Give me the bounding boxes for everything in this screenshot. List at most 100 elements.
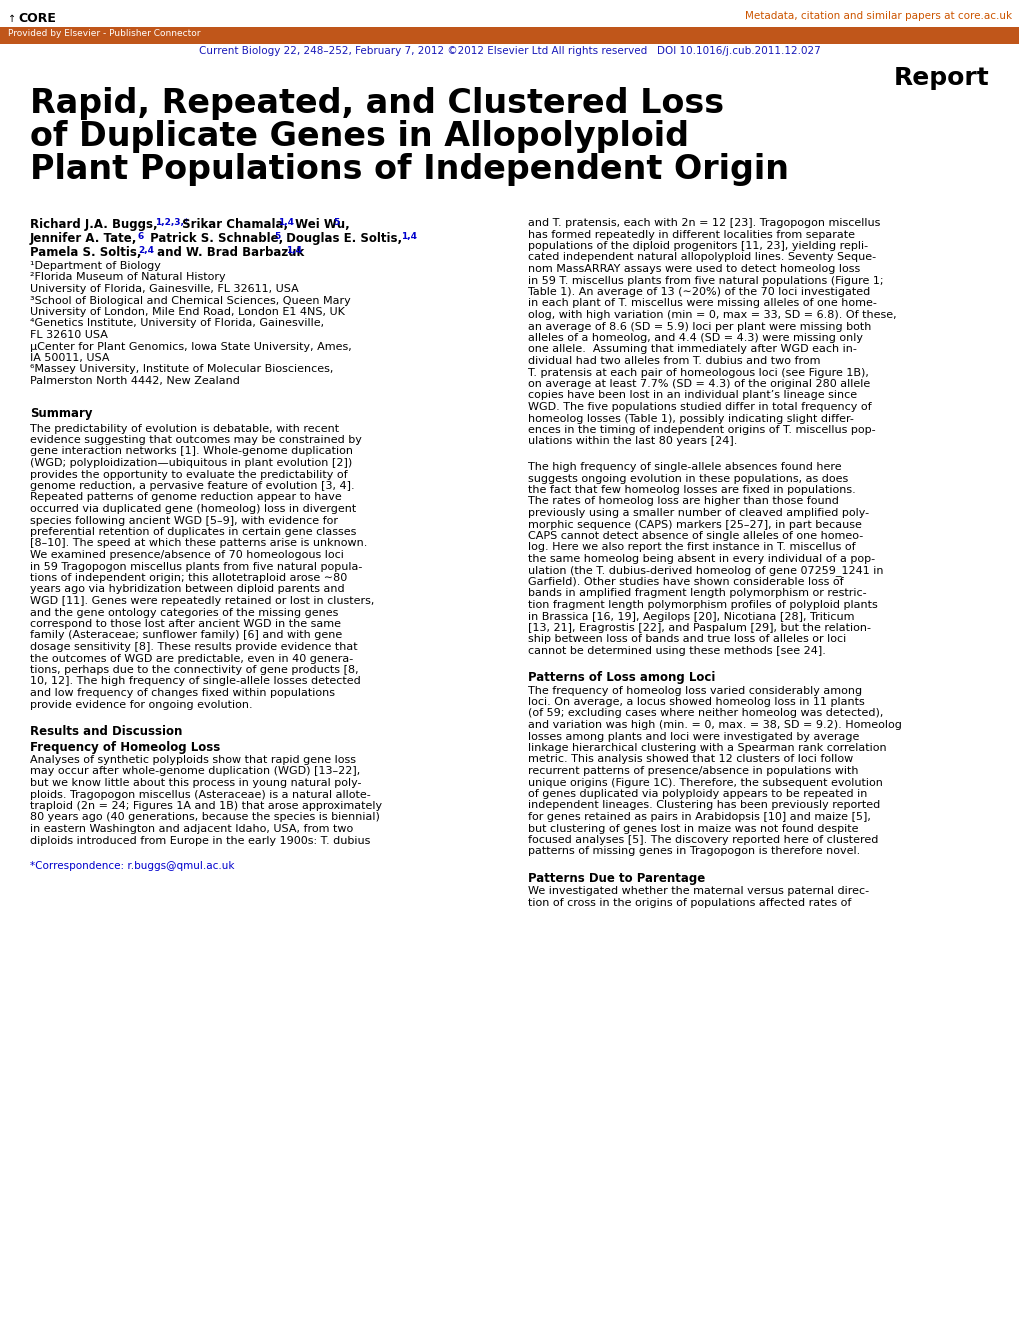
Text: has formed repeatedly in different localities from separate: has formed repeatedly in different local… xyxy=(528,229,854,240)
Text: 5: 5 xyxy=(274,232,280,241)
Text: ¹Department of Biology: ¹Department of Biology xyxy=(30,261,161,271)
Text: The predictability of evolution is debatable, with recent: The predictability of evolution is debat… xyxy=(30,424,338,433)
Text: metric. This analysis showed that 12 clusters of loci follow: metric. This analysis showed that 12 clu… xyxy=(528,755,853,764)
Text: ⁴Genetics Institute, University of Florida, Gainesville,: ⁴Genetics Institute, University of Flori… xyxy=(30,319,324,328)
Text: FL 32610 USA: FL 32610 USA xyxy=(30,330,108,340)
Text: in 59 T. miscellus plants from five natural populations (Figure 1;: in 59 T. miscellus plants from five natu… xyxy=(528,275,882,286)
Text: patterns of missing genes in Tragopogon is therefore novel.: patterns of missing genes in Tragopogon … xyxy=(528,846,859,857)
Text: but clustering of genes lost in maize was not found despite: but clustering of genes lost in maize wa… xyxy=(528,824,858,834)
Text: The rates of homeolog loss are higher than those found: The rates of homeolog loss are higher th… xyxy=(528,496,838,507)
Text: traploid (2n = 24; Figures 1A and 1B) that arose approximately: traploid (2n = 24; Figures 1A and 1B) th… xyxy=(30,801,382,812)
Text: Douglas E. Soltis,: Douglas E. Soltis, xyxy=(281,232,401,245)
Text: Frequency of Homeolog Loss: Frequency of Homeolog Loss xyxy=(30,741,220,753)
Bar xyxy=(0,26,1019,44)
Text: provide evidence for ongoing evolution.: provide evidence for ongoing evolution. xyxy=(30,699,253,710)
Text: 1,4: 1,4 xyxy=(285,246,302,256)
Text: ship between loss of bands and true loss of alleles or loci: ship between loss of bands and true loss… xyxy=(528,634,846,645)
Text: tions of independent origin; this allotetraploid arose ∼80: tions of independent origin; this allote… xyxy=(30,573,346,583)
Text: provides the opportunity to evaluate the predictability of: provides the opportunity to evaluate the… xyxy=(30,470,347,479)
Text: Metadata, citation and similar papers at core.ac.uk: Metadata, citation and similar papers at… xyxy=(744,11,1011,21)
Text: (of 59; excluding cases where neither homeolog was detected),: (of 59; excluding cases where neither ho… xyxy=(528,708,882,719)
Text: but we know little about this process in young natural poly-: but we know little about this process in… xyxy=(30,779,361,788)
Text: ²Florida Museum of Natural History: ²Florida Museum of Natural History xyxy=(30,273,225,282)
Text: nom MassARRAY assays were used to detect homeolog loss: nom MassARRAY assays were used to detect… xyxy=(528,263,859,274)
Text: morphic sequence (CAPS) markers [25–27], in part because: morphic sequence (CAPS) markers [25–27],… xyxy=(528,519,861,530)
Text: and the gene ontology categories of the missing genes: and the gene ontology categories of the … xyxy=(30,608,338,617)
Text: focused analyses [5]. The discovery reported here of clustered: focused analyses [5]. The discovery repo… xyxy=(528,835,877,845)
Text: T. pratensis at each pair of homeologous loci (see Figure 1B),: T. pratensis at each pair of homeologous… xyxy=(528,368,868,377)
Text: gene interaction networks [1]. Whole-genome duplication: gene interaction networks [1]. Whole-gen… xyxy=(30,446,353,457)
Text: genome reduction, a pervasive feature of evolution [3, 4].: genome reduction, a pervasive feature of… xyxy=(30,481,355,491)
Text: log. Here we also report the first instance in T. miscellus of: log. Here we also report the first insta… xyxy=(528,543,855,552)
Text: species following ancient WGD [5–9], with evidence for: species following ancient WGD [5–9], wit… xyxy=(30,515,337,526)
Text: independent lineages. Clustering has been previously reported: independent lineages. Clustering has bee… xyxy=(528,801,879,810)
Text: IA 50011, USA: IA 50011, USA xyxy=(30,354,109,363)
Text: Pamela S. Soltis,: Pamela S. Soltis, xyxy=(30,246,142,260)
Text: CAPS cannot detect absence of single alleles of one homeo-: CAPS cannot detect absence of single all… xyxy=(528,531,862,542)
Text: [13, 21], Eragrostis [22], and Paspalum [29], but the relation-: [13, 21], Eragrostis [22], and Paspalum … xyxy=(528,624,870,633)
Text: and variation was high (min. = 0, max. = 38, SD = 9.2). Homeolog: and variation was high (min. = 0, max. =… xyxy=(528,720,901,730)
Text: Patterns Due to Parentage: Patterns Due to Parentage xyxy=(528,873,704,884)
Text: Rapid, Repeated, and Clustered Loss: Rapid, Repeated, and Clustered Loss xyxy=(30,87,723,120)
Text: WGD [11]. Genes were repeatedly retained or lost in clusters,: WGD [11]. Genes were repeatedly retained… xyxy=(30,596,374,606)
Text: 1,4: 1,4 xyxy=(278,218,293,226)
Text: ences in the timing of independent origins of T. miscellus pop-: ences in the timing of independent origi… xyxy=(528,425,874,436)
Text: alleles of a homeolog, and 4.4 (SD = 4.3) were missing only: alleles of a homeolog, and 4.4 (SD = 4.3… xyxy=(528,334,862,343)
Text: 10, 12]. The high frequency of single-allele losses detected: 10, 12]. The high frequency of single-al… xyxy=(30,677,361,687)
Text: ³School of Biological and Chemical Sciences, Queen Mary: ³School of Biological and Chemical Scien… xyxy=(30,295,351,306)
Text: Richard J.A. Buggs,: Richard J.A. Buggs, xyxy=(30,218,158,230)
Text: Provided by Elsevier - Publisher Connector: Provided by Elsevier - Publisher Connect… xyxy=(8,29,201,38)
Text: Current Biology 22, 248–252, February 7, 2012 ©2012 Elsevier Ltd All rights rese: Current Biology 22, 248–252, February 7,… xyxy=(199,46,820,56)
Text: 6: 6 xyxy=(138,232,144,241)
Text: in Brassica [16, 19], Aegilops [20], Nicotiana [28], Triticum: in Brassica [16, 19], Aegilops [20], Nic… xyxy=(528,612,854,621)
Text: correspond to those lost after ancient WGD in the same: correspond to those lost after ancient W… xyxy=(30,620,340,629)
Text: ↑: ↑ xyxy=(8,15,16,24)
Text: Results and Discussion: Results and Discussion xyxy=(30,726,182,737)
Text: 2,4: 2,4 xyxy=(138,246,154,256)
Text: University of London, Mile End Road, London E1 4NS, UK: University of London, Mile End Road, Lon… xyxy=(30,307,344,316)
Text: losses among plants and loci were investigated by average: losses among plants and loci were invest… xyxy=(528,731,859,741)
Text: one allele.  Assuming that immediately after WGD each in-: one allele. Assuming that immediately af… xyxy=(528,344,856,355)
Text: Srikar Chamala,: Srikar Chamala, xyxy=(178,218,287,230)
Text: *Correspondence: r.buggs@qmul.ac.uk: *Correspondence: r.buggs@qmul.ac.uk xyxy=(30,861,234,871)
Text: The frequency of homeolog loss varied considerably among: The frequency of homeolog loss varied co… xyxy=(528,686,861,695)
Text: evidence suggesting that outcomes may be constrained by: evidence suggesting that outcomes may be… xyxy=(30,436,362,445)
Text: in 59 Tragopogon miscellus plants from five natural popula-: in 59 Tragopogon miscellus plants from f… xyxy=(30,561,362,572)
Text: may occur after whole-genome duplication (WGD) [13–22],: may occur after whole-genome duplication… xyxy=(30,767,360,776)
Text: Jennifer A. Tate,: Jennifer A. Tate, xyxy=(30,232,138,245)
Text: dosage sensitivity [8]. These results provide evidence that: dosage sensitivity [8]. These results pr… xyxy=(30,642,358,651)
Text: WGD. The five populations studied differ in total frequency of: WGD. The five populations studied differ… xyxy=(528,402,871,412)
Text: for genes retained as pairs in Arabidopsis [10] and maize [5],: for genes retained as pairs in Arabidops… xyxy=(528,812,870,822)
Text: The high frequency of single-allele absences found here: The high frequency of single-allele abse… xyxy=(528,462,841,471)
Text: Patrick S. Schnable,: Patrick S. Schnable, xyxy=(146,232,283,245)
Text: µCenter for Plant Genomics, Iowa State University, Ames,: µCenter for Plant Genomics, Iowa State U… xyxy=(30,342,352,351)
Text: Garfield). Other studies have shown considerable loss of: Garfield). Other studies have shown cons… xyxy=(528,577,843,587)
Text: ploids. Tragopogon miscellus (Asteraceae) is a natural allote-: ploids. Tragopogon miscellus (Asteraceae… xyxy=(30,789,370,800)
Text: family (Asteraceae; sunflower family) [6] and with gene: family (Asteraceae; sunflower family) [6… xyxy=(30,630,342,641)
Text: tions, perhaps due to the connectivity of gene products [8,: tions, perhaps due to the connectivity o… xyxy=(30,665,359,675)
Text: in eastern Washington and adjacent Idaho, USA, from two: in eastern Washington and adjacent Idaho… xyxy=(30,824,353,834)
Text: occurred via duplicated gene (homeolog) loss in divergent: occurred via duplicated gene (homeolog) … xyxy=(30,504,356,514)
Text: unique origins (Figure 1C). Therefore, the subsequent evolution: unique origins (Figure 1C). Therefore, t… xyxy=(528,777,882,788)
Text: suggests ongoing evolution in these populations, as does: suggests ongoing evolution in these popu… xyxy=(528,474,848,483)
Text: CORE: CORE xyxy=(18,12,56,25)
Text: the same homeolog being absent in every individual of a pop-: the same homeolog being absent in every … xyxy=(528,553,874,564)
Text: ⁶Massey University, Institute of Molecular Biosciences,: ⁶Massey University, Institute of Molecul… xyxy=(30,364,333,375)
Text: 1,4: 1,4 xyxy=(400,232,417,241)
Text: 1,2,3,*: 1,2,3,* xyxy=(155,218,189,226)
Text: 5: 5 xyxy=(332,218,339,226)
Text: and low frequency of changes fixed within populations: and low frequency of changes fixed withi… xyxy=(30,688,334,698)
Text: We investigated whether the maternal versus paternal direc-: We investigated whether the maternal ver… xyxy=(528,886,868,896)
Text: Palmerston North 4442, New Zealand: Palmerston North 4442, New Zealand xyxy=(30,376,239,387)
Text: Analyses of synthetic polyploids show that rapid gene loss: Analyses of synthetic polyploids show th… xyxy=(30,755,356,765)
Text: cannot be determined using these methods [see 24].: cannot be determined using these methods… xyxy=(528,646,825,655)
Text: copies have been lost in an individual plant’s lineage since: copies have been lost in an individual p… xyxy=(528,391,856,400)
Text: linkage hierarchical clustering with a Spearman rank correlation: linkage hierarchical clustering with a S… xyxy=(528,743,886,753)
Text: years ago via hybridization between diploid parents and: years ago via hybridization between dipl… xyxy=(30,584,344,594)
Text: ulation (the T. dubius-derived homeolog of gene 07259_1241 in: ulation (the T. dubius-derived homeolog … xyxy=(528,565,882,576)
Text: [8–10]. The speed at which these patterns arise is unknown.: [8–10]. The speed at which these pattern… xyxy=(30,539,367,548)
Text: dividual had two alleles from T. dubius and two from: dividual had two alleles from T. dubius … xyxy=(528,356,819,365)
Text: bands in amplified fragment length polymorphism or restric-: bands in amplified fragment length polym… xyxy=(528,588,866,598)
Text: in each plant of T. miscellus were missing alleles of one home-: in each plant of T. miscellus were missi… xyxy=(528,298,876,308)
Text: and W. Brad Barbazuk: and W. Brad Barbazuk xyxy=(153,246,304,260)
